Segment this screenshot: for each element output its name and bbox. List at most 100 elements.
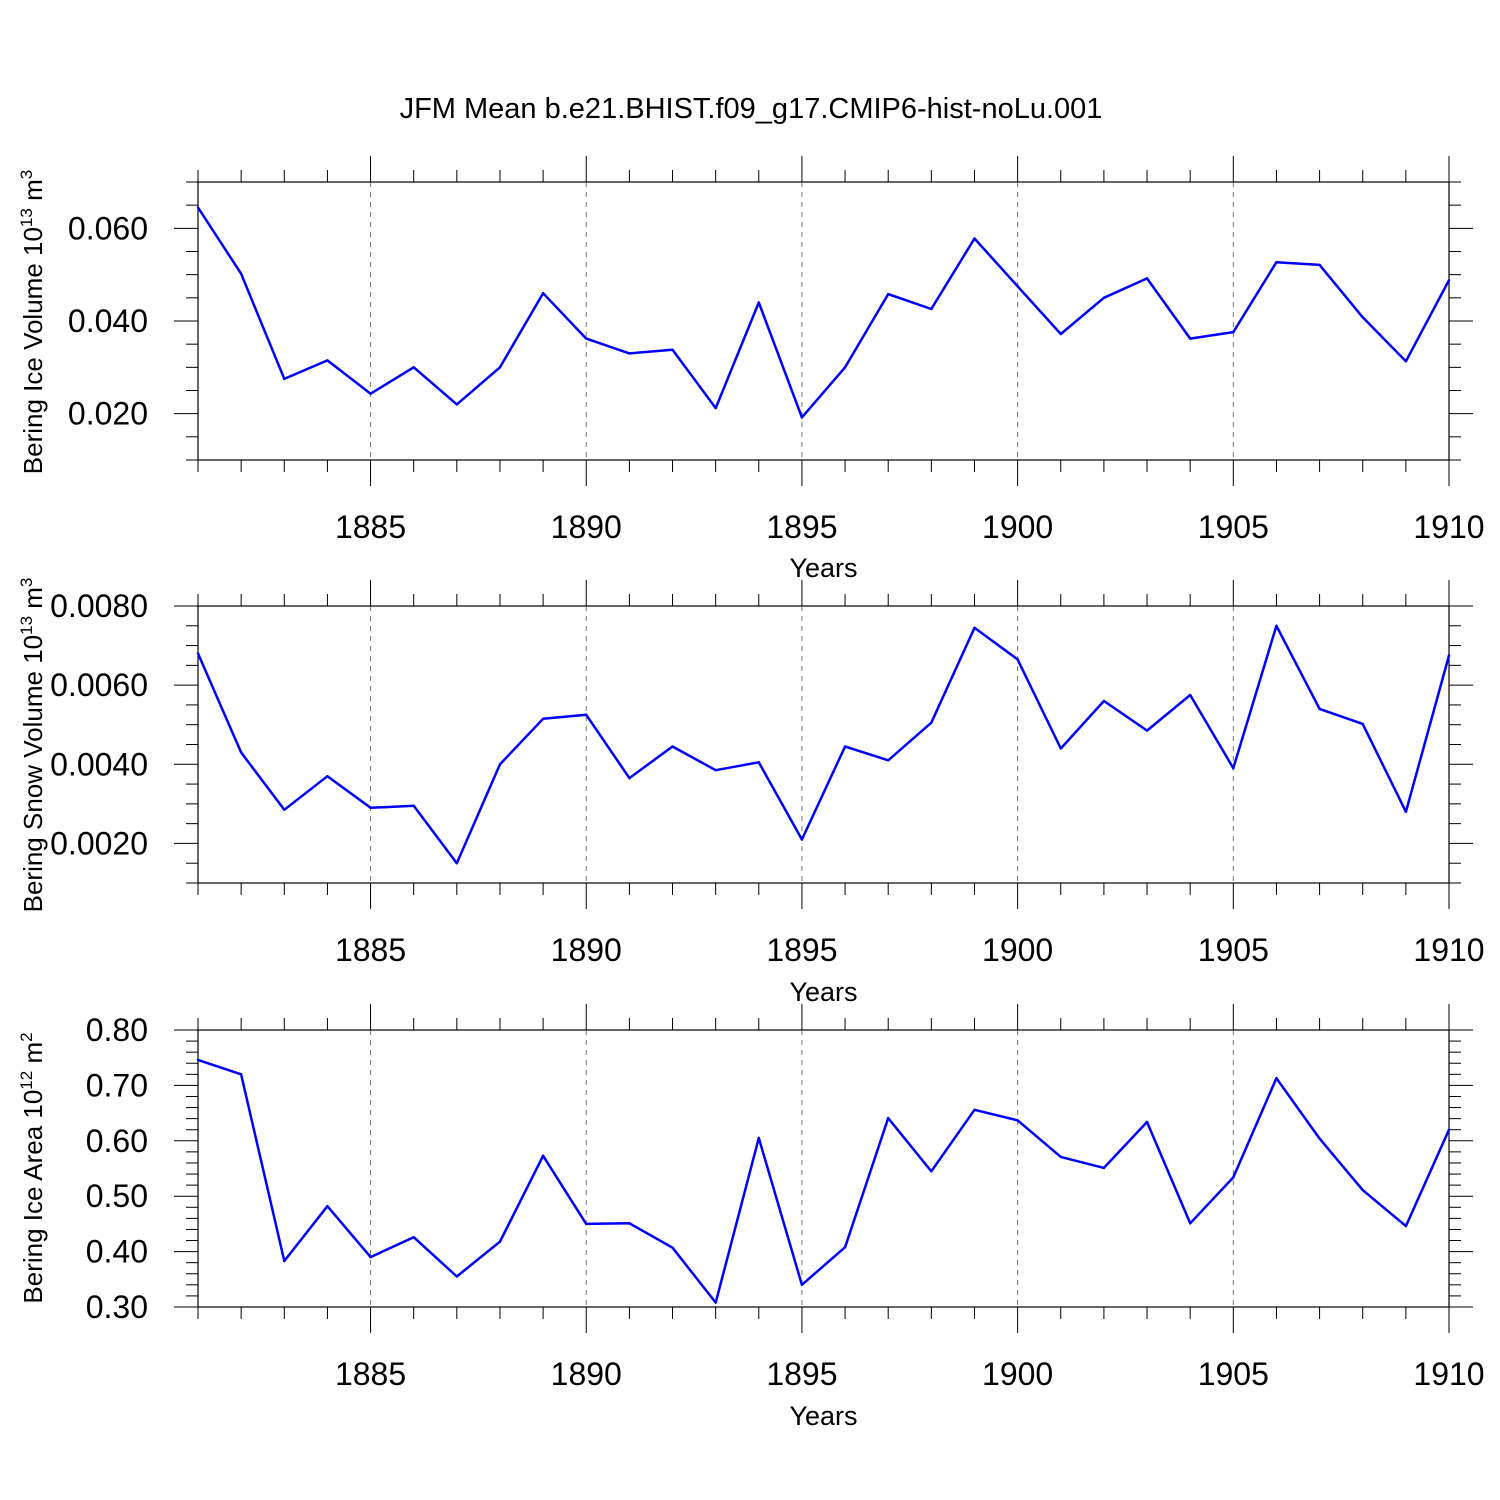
panel-snow-volume: 0.0020 0.0040 0.0060 0.0080 1885 1890 1895 1900… [17,578,1485,1007]
data-point [1232,330,1235,334]
y-tick-label: 0.0080 [50,588,148,624]
data-point [757,1136,760,1140]
y-axis-label-text: Bering Snow Volume 10 [18,635,48,913]
x-axis-label: Years [789,977,857,1007]
data-point [369,806,372,810]
x-axis-label: Years [789,1401,857,1431]
y-axis-label-superscript: 13 [17,208,36,227]
data-point [239,1073,243,1076]
x-tick-label: 1905 [1198,932,1269,968]
data-point [887,292,890,296]
x-axis-label: Years [789,553,857,583]
data-point [1102,699,1106,703]
plot-frame [197,181,1450,461]
data-point [239,751,243,754]
data-point [628,352,631,355]
data-point [283,808,286,811]
series-line [197,1058,1451,1304]
data-point [930,721,933,724]
data-point [412,804,415,808]
y-axis-label-text: m [18,1042,48,1071]
data-point [541,1154,545,1157]
series-line [196,624,1451,865]
data-point [326,774,329,778]
data-point [973,1108,976,1111]
x-tick-label: 1900 [982,509,1053,545]
y-axis-label-text: m [18,587,48,616]
x-tick-label: 1910 [1413,509,1484,545]
y-tick-label: 0.0020 [50,825,148,861]
data-point [1102,1166,1106,1170]
data-point [196,206,200,209]
data-point [369,392,372,395]
data-point [1447,279,1451,282]
series-line [196,206,1451,419]
data-point [1145,1120,1149,1124]
y-axis-label-superscript: 3 [17,578,36,587]
data-point [1361,1188,1364,1192]
data-point [585,337,588,340]
data-point [843,745,847,748]
data-point [671,1246,674,1249]
data-point [1188,1222,1192,1225]
data-point [1059,747,1062,750]
data-point [541,717,545,720]
data-point [498,763,502,766]
data-point [930,307,933,311]
y-tick-label: 0.80 [86,1012,148,1048]
data-point [326,1204,329,1208]
data-point [326,359,329,362]
data-point [1232,767,1235,770]
y-axis-label-superscript: 2 [17,1032,36,1041]
y-tick-label: 0.040 [68,303,148,339]
y-tick-label: 0.0060 [50,667,148,703]
x-tick-label: 1890 [551,932,622,968]
x-tick-label: 1905 [1198,1356,1269,1392]
y-axis-label-superscript: 12 [17,1071,36,1090]
data-point [412,1235,415,1239]
y-axis-label-text: Bering Ice Area 10 [18,1090,48,1304]
x-tick-label: 1900 [982,1356,1053,1392]
plot-frame [197,1029,1450,1308]
data-point [585,713,588,717]
data-point [1318,707,1321,711]
data-point [671,745,674,748]
y-tick-label: 0.40 [86,1234,148,1270]
y-axis-label-superscript: 13 [17,616,36,635]
data-point [1016,658,1019,661]
panel-ice-area: 0.30 0.40 0.50 0.60 0.70 0.80 1885 1890 1895 1900… [17,1004,1485,1431]
data-point [887,759,890,762]
data-point [1275,260,1278,264]
data-point [1059,332,1062,336]
data-point [196,652,200,655]
data-point [455,1275,459,1278]
data-point [1102,296,1106,300]
data-point [1275,1076,1278,1080]
data-point [283,377,286,381]
y-axis-label-text: Bering Ice Volume 10 [18,227,48,474]
data-point [1059,1155,1062,1159]
data-point [671,348,674,351]
x-tick-label: 1885 [335,1356,406,1392]
data-point [800,1283,804,1287]
x-tick-label: 1890 [551,1356,622,1392]
data-point [973,626,976,629]
data-point [800,416,804,419]
data-point [412,366,415,369]
data-point [930,1170,933,1173]
data-point [1447,1128,1451,1131]
data-point [196,1058,200,1062]
y-tick-label: 0.060 [68,210,148,246]
data-point [1318,263,1321,267]
x-tick-label: 1895 [766,932,837,968]
data-point [1361,316,1364,319]
y-axis-label-superscript: 3 [17,170,36,179]
data-point [843,366,847,369]
x-tick-label: 1910 [1413,932,1484,968]
data-point [1361,722,1364,726]
data-point [714,406,717,410]
x-tick-label: 1895 [766,509,837,545]
data-point [628,776,631,780]
y-tick-label: 0.020 [68,396,148,432]
